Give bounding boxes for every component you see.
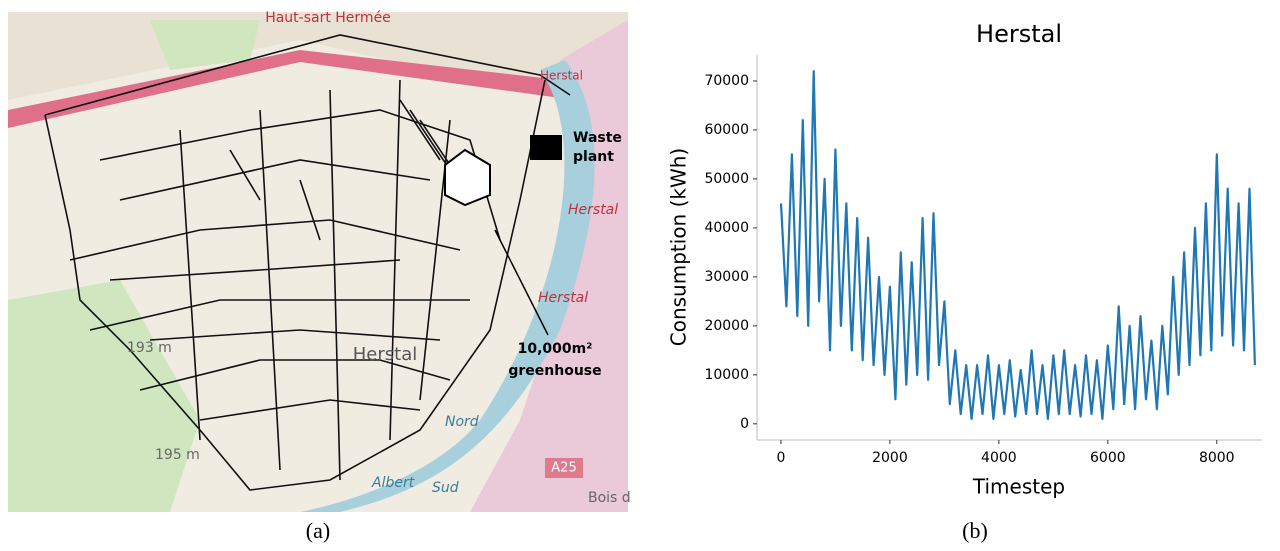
place-label: Bois d [588,490,631,506]
caption: (b) [962,518,988,543]
water-label: Albert [371,475,415,491]
water-label: Sud [432,480,459,496]
place-label: Haut-sart Hermée [265,10,391,26]
y-tick-label: 50000 [704,171,749,187]
x-tick-label: 2000 [872,450,908,466]
figure: Haut-sart Hermée Herstal Waste plant Her… [0,0,1280,547]
y-tick-label: 70000 [704,73,749,89]
caption: (a) [306,518,330,543]
place-label: Herstal [538,290,588,306]
y-tick-label: 10000 [704,367,749,383]
y-axis-label: Consumption (kWh) [667,148,691,346]
road-label: A25 [551,461,576,476]
annotation: 10,000m² [518,341,593,357]
chart-title: Herstal [976,20,1062,48]
place-label: Herstal [568,202,618,218]
place-label: Herstal [540,69,583,83]
annotation: Waste [573,130,622,146]
line-series [781,71,1255,419]
y-tick-label: 60000 [704,122,749,138]
y-tick-label: 40000 [704,220,749,236]
x-tick-label: 0 [777,450,786,466]
annotation: greenhouse [508,363,601,379]
y-tick-label: 30000 [704,269,749,285]
annotation: plant [573,149,614,165]
elevation-label: 193 m [127,340,172,356]
elevation-label: 195 m [155,447,200,463]
map-panel [8,12,628,512]
x-tick-label: 6000 [1090,450,1126,466]
water-label: Nord [445,414,479,430]
waste-plant-icon [530,135,562,160]
x-tick-label: 4000 [981,450,1017,466]
place-label: Herstal [353,344,417,365]
x-tick-label: 8000 [1199,450,1235,466]
y-tick-label: 0 [740,416,749,432]
x-axis-label: Timestep [972,475,1065,499]
y-tick-label: 20000 [704,318,749,334]
